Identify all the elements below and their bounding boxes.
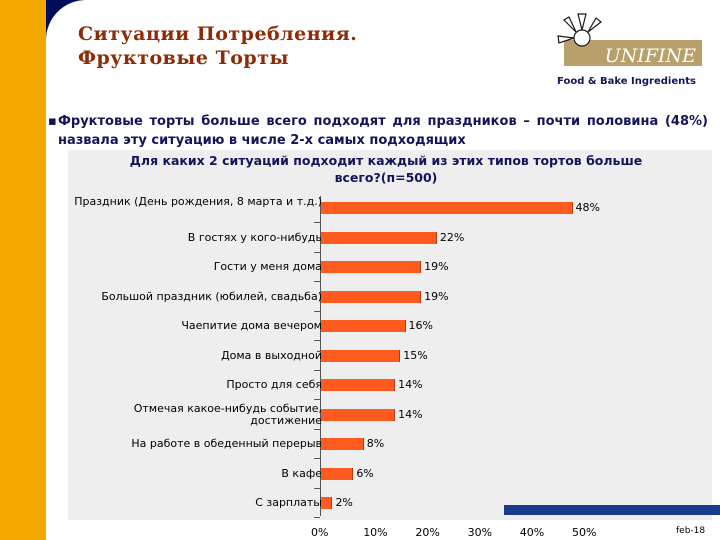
bar — [321, 379, 396, 391]
bottom-band — [504, 505, 720, 515]
x-tick-label: 50% — [572, 526, 597, 539]
bar — [321, 261, 422, 273]
value-label: 14% — [398, 407, 423, 421]
bar — [321, 231, 437, 244]
category-axis-line — [320, 196, 321, 516]
slide-title: Ситуации Потребления. Фруктовые Торты — [78, 22, 357, 70]
x-tick-label: 20% — [415, 526, 440, 539]
bullet-sentence: Фруктовые торты больше всего подходят дл… — [58, 114, 708, 148]
slide-sheet: Ситуации Потребления. Фруктовые Торты UN… — [46, 0, 720, 540]
category-label: Чаепитие дома вечером — [181, 319, 322, 332]
axis-tick — [314, 310, 320, 312]
value-label: 14% — [398, 378, 423, 391]
category-label: Гости у меня дома — [213, 260, 322, 273]
value-label: 22% — [439, 230, 465, 244]
value-label: 8% — [366, 437, 385, 450]
logo-brand-text: UNIFINE — [605, 45, 696, 67]
bar — [321, 320, 406, 332]
category-label: С зарплаты — [255, 496, 322, 509]
axis-tick — [314, 399, 320, 400]
axis-tick — [314, 517, 320, 518]
bullet-text: ▪ Фруктовые торты больше всего подходят … — [48, 112, 708, 150]
value-label: 2% — [335, 496, 353, 509]
axis-tick — [314, 251, 320, 253]
title-line-1: Ситуации Потребления. — [78, 23, 358, 45]
category-label: На работе в обеденный перерыв — [131, 437, 322, 450]
axis-tick — [314, 428, 320, 430]
axis-tick — [314, 369, 320, 371]
x-tick-label: 30% — [467, 526, 493, 539]
value-label: 15% — [403, 348, 428, 362]
unifine-logo: UNIFINE Food & Bake Ingredients — [557, 13, 702, 87]
bar — [321, 408, 396, 421]
bar — [321, 290, 422, 303]
category-label: Праздник (День рождения, 8 марта и т.д.) — [74, 195, 322, 208]
bar — [321, 349, 401, 362]
x-tick-label: 10% — [363, 526, 388, 539]
axis-tick — [314, 487, 320, 489]
page-number: feb-18 — [676, 526, 706, 536]
axis-tick — [314, 222, 320, 223]
axis-tick — [314, 340, 320, 341]
category-label: Отмечая какое-нибудь событие, достижение — [133, 401, 322, 427]
category-label: В гостях у кого-нибудь — [187, 230, 322, 244]
value-label: 48% — [575, 201, 600, 214]
bar — [321, 438, 364, 450]
value-label: 19% — [424, 260, 449, 273]
bullet-mark: ▪ — [48, 114, 57, 129]
value-label: 19% — [424, 289, 449, 303]
bullet-box — [68, 108, 712, 152]
x-tick-label: 0% — [311, 526, 329, 539]
bar — [321, 202, 573, 214]
category-label: В кафе — [281, 466, 322, 480]
axis-tick — [314, 458, 320, 459]
logo-sun-icon — [557, 13, 602, 47]
value-label: 16% — [408, 319, 433, 332]
chart-title: Для каких 2 ситуаций подходит каждый из … — [129, 153, 643, 185]
category-label: Большой праздник (юбилей, свадьба) — [101, 289, 322, 303]
bar — [321, 467, 354, 480]
category-label: Просто для себя — [226, 378, 322, 391]
x-tick-label: 40% — [519, 526, 545, 539]
title-line-2: Фруктовые Торты — [78, 47, 290, 69]
axis-tick — [314, 281, 320, 282]
value-label: 6% — [356, 466, 374, 480]
category-label: Дома в выходной — [221, 348, 322, 362]
bar — [321, 497, 333, 509]
logo-tagline: Food & Bake Ingredients — [557, 76, 696, 87]
side-accent-bar — [0, 0, 46, 540]
